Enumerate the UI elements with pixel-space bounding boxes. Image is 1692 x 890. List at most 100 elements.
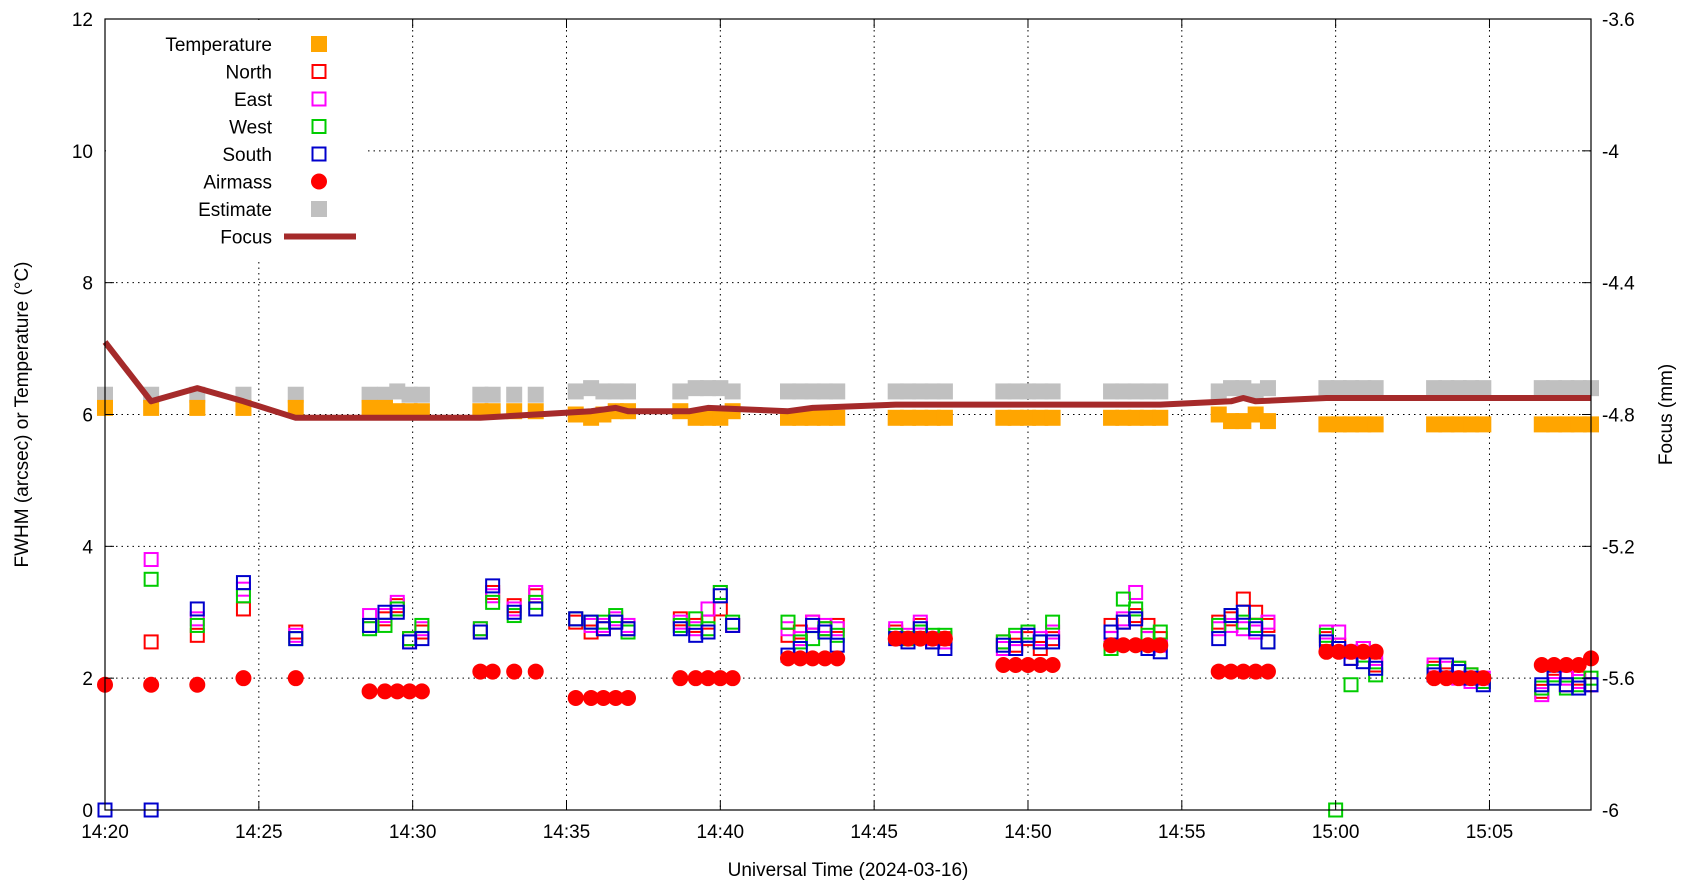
legend-label-north: North [226,63,272,84]
x-tick-label: 14:50 [1004,822,1052,843]
y2-tick-label: -4 [1602,142,1619,163]
estimate-point [1115,383,1132,400]
temperature-point [376,399,393,416]
airmass-point [1318,643,1335,660]
estimate-point [1426,380,1443,397]
airmass-point [595,689,612,706]
estimate-point [700,380,717,397]
estimate-point [1019,383,1036,400]
west-point [485,594,501,610]
temperature-point [1235,413,1252,430]
x-tick-label: 14:25 [235,822,283,843]
airmass-point [143,676,160,693]
y-tick-label: 8 [82,274,93,295]
south-point [506,604,522,620]
legend-key-north [311,64,327,79]
temperature-point [143,399,160,416]
estimate-point [804,383,821,400]
estimate-point [506,386,523,403]
south-point [528,601,544,617]
airmass-point [1438,670,1455,687]
airmass-point [1558,656,1575,673]
estimate-point [1343,380,1360,397]
estimate-point [1355,380,1372,397]
airmass-point [287,670,304,687]
legend-key-estimate [311,201,327,217]
temperature-point [1019,409,1036,426]
airmass-point [401,683,418,700]
estimate-point [583,380,600,397]
airmass-point [1463,670,1480,687]
temperature-point [287,399,304,416]
east-point [528,584,544,600]
estimate-point [401,386,418,403]
airmass-point [1235,663,1252,680]
south-point [672,621,688,637]
estimate-point [1533,380,1550,397]
airmass-point [1210,663,1227,680]
y2-tick-label: -3.6 [1602,10,1635,31]
series-airmass [97,630,1599,706]
temperature-point [1223,413,1240,430]
airmass-point [1115,637,1132,654]
south-point [568,611,584,627]
estimate-point [1330,380,1347,397]
west-point [143,571,159,587]
airmass-point [995,656,1012,673]
airmass-point [700,670,717,687]
estimate-point [936,383,953,400]
airmass-point [506,663,523,680]
y-tick-label: 10 [72,142,93,163]
estimate-point [1007,383,1024,400]
temperature-point [887,409,904,426]
airmass-point [1044,656,1061,673]
temperature-point [912,409,929,426]
estimate-point [1259,380,1276,397]
legend-key-west [311,119,327,134]
south-point [288,631,304,647]
legend-label-south: South [222,145,272,166]
south-point [485,578,501,594]
airmass-point [936,630,953,647]
airmass-point [389,683,406,700]
estimate-point [672,383,689,400]
temperature-point [1475,416,1492,433]
x-axis-title: Universal Time (2024-03-16) [728,860,969,881]
x-tick-label: 14:20 [81,822,129,843]
airmass-point [1475,670,1492,687]
temperature-point [1103,409,1120,426]
airmass-point [804,650,821,667]
estimate-point [1152,383,1169,400]
airmass-point [780,650,797,667]
south-point [620,621,636,637]
temperature-point [1032,409,1049,426]
estimate-point [1367,380,1384,397]
estimate-point [1463,380,1480,397]
airmass-point [1330,643,1347,660]
estimate-point [361,386,378,403]
south-point [1045,634,1061,650]
airmass-point [1426,670,1443,687]
south-point [1235,604,1251,620]
temperature-point [1007,409,1024,426]
airmass-point [413,683,430,700]
west-point [1045,614,1061,630]
temperature-point [1570,416,1587,433]
y-tick-label: 12 [72,10,93,31]
estimate-point [389,383,406,400]
south-point [1128,611,1144,627]
estimate-point [687,380,704,397]
south-point [389,604,405,620]
legend-label-airmass: Airmass [203,173,272,194]
temperature-point [361,399,378,416]
estimate-point [724,383,741,400]
airmass-point [687,670,704,687]
estimate-point [287,386,304,403]
airmass-point [1355,643,1372,660]
series-south [97,575,1599,818]
temperature-point [700,409,717,426]
airmass-point [712,670,729,687]
estimate-point [829,383,846,400]
airmass-point [792,650,809,667]
